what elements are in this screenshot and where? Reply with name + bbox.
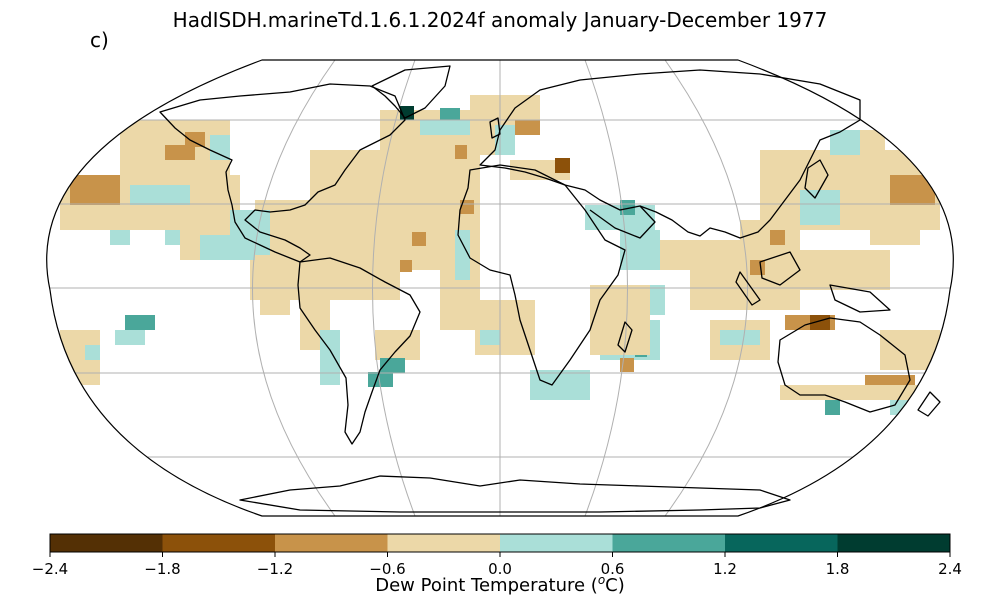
colorbar-bin-1 xyxy=(162,534,276,552)
colorbar-bin-7 xyxy=(837,534,951,552)
panel-label: c) xyxy=(90,28,109,52)
grid-cell xyxy=(720,330,760,345)
anomaly-grid xyxy=(60,95,940,415)
grid-cell xyxy=(368,372,393,387)
grid-cell xyxy=(165,230,180,245)
colorbar-bin-4 xyxy=(500,534,613,552)
colorbar-label: Dew Point Temperature (oC) xyxy=(0,573,1000,596)
grid-cell xyxy=(455,145,467,159)
coastline-new-guinea xyxy=(829,284,891,313)
grid-cell xyxy=(420,120,470,135)
grid-cell xyxy=(800,250,890,290)
coastline-greenland xyxy=(371,65,451,119)
colorbar-bins xyxy=(50,534,951,552)
colorbar-ticks: −2.4 −1.8 −1.2 −0.6 0.0 0.6 1.2 1.8 2.4 xyxy=(32,552,962,578)
colorbar-tick-label: 1.8 xyxy=(826,560,850,578)
grid-cell xyxy=(870,230,920,245)
coastline-eurasia xyxy=(479,69,861,239)
grid-cell xyxy=(110,230,130,245)
grid-cell xyxy=(780,385,920,400)
globe-outline xyxy=(46,59,954,517)
colorbar-tick-label: 0.0 xyxy=(488,560,512,578)
colorbar-bin-2 xyxy=(275,534,388,552)
colorbar-tick-label: 0.6 xyxy=(601,560,625,578)
colorbar-label-degree: o xyxy=(597,573,606,587)
colorbar-bin-3 xyxy=(387,534,501,552)
colorbar-tick-label: −2.4 xyxy=(32,560,68,578)
grid-cell xyxy=(555,158,570,173)
grid-cell xyxy=(185,132,205,147)
grid-cell xyxy=(690,270,740,310)
grid-cell xyxy=(480,330,500,345)
coastline-africa xyxy=(457,164,626,386)
grid-cell xyxy=(825,400,840,415)
colorbar-tick-label: −1.2 xyxy=(257,560,293,578)
coastline-new-zealand xyxy=(917,391,941,417)
colorbar-label-unit: C) xyxy=(605,575,625,596)
grid-cell xyxy=(440,108,460,120)
grid-cell xyxy=(130,185,190,205)
coastline-australia xyxy=(777,317,911,413)
coastlines xyxy=(159,65,941,513)
colorbar-label-text: Dew Point Temperature ( xyxy=(375,575,598,596)
grid-cell xyxy=(400,260,412,272)
coastline-arabia xyxy=(589,205,656,239)
colorbar-tick-label: −1.8 xyxy=(144,560,180,578)
anomaly-map xyxy=(46,59,954,517)
grid-cell xyxy=(455,230,470,280)
grid-cell xyxy=(515,120,540,135)
colorbar-bin-6 xyxy=(725,534,838,552)
grid-cell xyxy=(210,135,230,160)
colorbar-tick-label: −0.6 xyxy=(369,560,405,578)
coastline-madagascar xyxy=(617,321,633,353)
grid-cell xyxy=(85,345,100,360)
grid-cell xyxy=(165,145,195,160)
grid-cell xyxy=(770,230,785,245)
grid-cell xyxy=(475,300,535,355)
coastline-british-isles xyxy=(489,117,501,139)
grid-cell xyxy=(660,240,740,270)
coastline-japan xyxy=(804,159,829,199)
grid-cell xyxy=(70,175,120,205)
graticule xyxy=(46,60,954,516)
colorbar-bin-5 xyxy=(612,534,726,552)
map-title: HadISDH.marineTd.1.6.1.2024f anomaly Jan… xyxy=(172,8,828,32)
colorbar-tick-label: 1.2 xyxy=(713,560,737,578)
grid-cell xyxy=(115,330,145,345)
coastline-sumatra xyxy=(735,271,761,306)
grid-cell xyxy=(800,190,840,225)
grid-cell xyxy=(590,285,650,355)
coastline-borneo xyxy=(759,251,801,286)
grid-cell xyxy=(412,232,426,246)
colorbar-tick-label: 2.4 xyxy=(938,560,962,578)
grid-cell xyxy=(375,330,420,360)
coastline-south-america xyxy=(297,257,421,445)
grid-cell xyxy=(125,315,155,330)
grid-cell xyxy=(260,285,290,315)
coastline-north-america xyxy=(159,83,406,263)
colorbar-bin-0 xyxy=(50,534,163,552)
coastline-antarctica xyxy=(239,475,791,513)
